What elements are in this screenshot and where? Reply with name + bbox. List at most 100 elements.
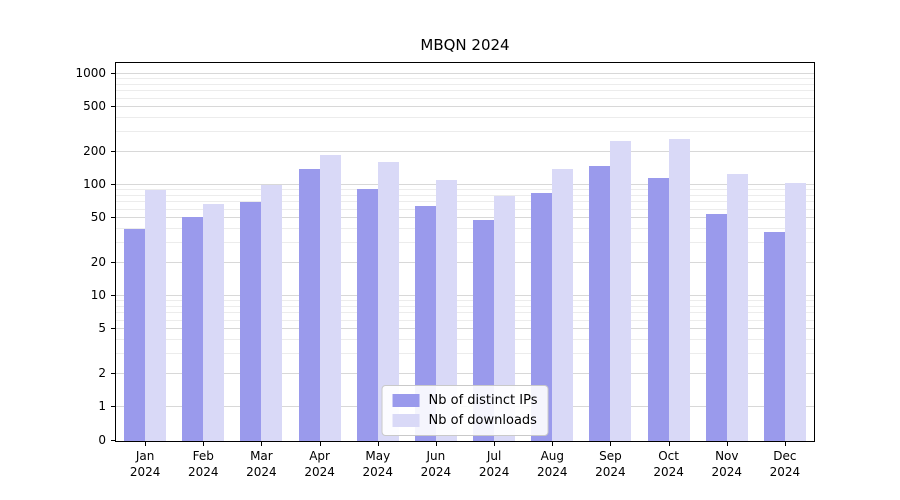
bar-downloads-jan	[145, 190, 167, 441]
major-gridline	[116, 150, 814, 152]
bar-distinct-ips-aug	[531, 192, 553, 441]
bar-distinct-ips-dec	[763, 231, 785, 441]
y-axis-tick-label: 500	[83, 99, 106, 114]
bar-downloads-mar	[261, 185, 283, 441]
y-axis-tick-mark	[111, 217, 116, 219]
x-axis-tick-mark	[494, 441, 496, 446]
y-axis-tick-mark	[111, 106, 116, 108]
x-axis-tick-label: Mar 2024	[246, 449, 277, 480]
legend-item: Nb of downloads	[392, 413, 538, 428]
minor-gridline	[116, 117, 814, 119]
chart-title: MBQN 2024	[420, 36, 510, 54]
x-axis-tick-label: Jul 2024	[478, 449, 510, 480]
major-gridline	[116, 106, 814, 108]
minor-gridline	[116, 97, 814, 99]
minor-gridline	[116, 312, 814, 314]
x-axis-tick-mark	[726, 441, 728, 446]
minor-gridline	[116, 339, 814, 341]
x-axis-tick-mark	[610, 441, 612, 446]
bar-downloads-may	[377, 162, 399, 441]
bar-downloads-feb	[203, 203, 225, 441]
major-gridline	[116, 73, 814, 74]
y-axis-tick-label: 2	[98, 365, 106, 380]
minor-gridline	[116, 208, 814, 210]
x-axis-tick-label: Apr 2024	[304, 449, 335, 480]
bar-distinct-ips-sep	[589, 165, 611, 441]
major-gridline	[116, 261, 814, 263]
y-axis-tick-label: 20	[90, 254, 106, 269]
y-axis-tick-mark	[111, 295, 116, 296]
legend-label: Nb of downloads	[428, 413, 537, 428]
x-axis-tick-mark	[377, 441, 379, 446]
bar-downloads-dec	[784, 182, 806, 441]
y-axis-tick-label: 50	[90, 210, 106, 225]
y-axis-tick-mark	[111, 261, 116, 263]
x-axis-tick-mark	[319, 441, 321, 446]
x-axis-tick-label: Oct 2024	[653, 449, 684, 480]
minor-gridline	[116, 228, 814, 230]
bar-downloads-oct	[668, 138, 690, 441]
x-axis-tick-mark	[145, 441, 147, 446]
x-axis-tick-label: Jan 2024	[129, 449, 161, 480]
x-axis-tick-label: Aug 2024	[537, 449, 568, 480]
legend-item: Nb of distinct IPs	[392, 393, 538, 408]
x-axis-tick-mark	[435, 441, 437, 446]
minor-gridline	[116, 319, 814, 321]
y-axis-tick-mark	[111, 372, 116, 374]
minor-gridline	[116, 201, 814, 203]
major-gridline	[116, 328, 814, 330]
minor-gridline	[116, 300, 814, 302]
x-axis-tick-mark	[668, 441, 670, 446]
y-axis-tick-label: 200	[83, 143, 106, 158]
minor-gridline	[116, 242, 814, 243]
legend-label: Nb of distinct IPs	[428, 393, 538, 408]
bar-downloads-sep	[610, 140, 632, 441]
y-axis-tick-label: 1	[98, 399, 106, 413]
bar-distinct-ips-jan	[124, 229, 146, 441]
x-axis-tick-label: Nov 2024	[711, 449, 743, 480]
bar-distinct-ips-mar	[240, 202, 262, 441]
x-axis-tick-mark	[784, 441, 786, 446]
minor-gridline	[116, 353, 814, 354]
bar-distinct-ips-nov	[705, 213, 727, 441]
y-axis-tick-mark	[111, 150, 116, 152]
bar-downloads-jul	[494, 195, 516, 441]
minor-gridline	[116, 194, 814, 196]
x-axis-tick-mark	[261, 441, 263, 446]
bar-distinct-ips-may	[356, 188, 378, 441]
y-axis-tick-mark	[111, 73, 116, 74]
major-gridline	[116, 295, 814, 296]
y-axis-tick-mark	[111, 328, 116, 330]
y-axis-tick-mark	[111, 184, 116, 185]
bar-downloads-jun	[435, 180, 457, 441]
x-axis-tick-label: Feb 2024	[188, 449, 219, 480]
x-axis-tick-label: May 2024	[362, 449, 394, 480]
bar-distinct-ips-oct	[647, 178, 669, 441]
minor-gridline	[116, 305, 814, 307]
major-gridline	[116, 372, 814, 374]
bar-distinct-ips-apr	[298, 168, 320, 441]
major-gridline	[116, 184, 814, 185]
legend: Nb of distinct IPs Nb of downloads	[381, 385, 549, 436]
x-axis-tick-mark	[552, 441, 554, 446]
legend-swatch	[392, 414, 420, 427]
minor-gridline	[116, 131, 814, 132]
bar-downloads-aug	[552, 168, 574, 441]
minor-gridline	[116, 83, 814, 85]
bar-distinct-ips-jun	[414, 205, 436, 441]
minor-gridline	[116, 78, 814, 80]
legend-swatch	[392, 394, 420, 407]
minor-gridline	[116, 90, 814, 92]
y-axis-tick-label: 0	[98, 433, 106, 447]
bar-downloads-apr	[319, 155, 341, 441]
y-axis-tick-label: 1000	[75, 66, 106, 80]
major-gridline	[116, 217, 814, 219]
y-axis-tick-label: 100	[83, 177, 106, 191]
bar-distinct-ips-feb	[182, 216, 204, 441]
bar-downloads-nov	[726, 174, 748, 441]
x-axis-tick-mark	[203, 441, 205, 446]
minor-gridline	[116, 189, 814, 191]
y-axis-tick-label: 5	[98, 321, 106, 336]
y-axis-tick-mark	[111, 406, 116, 407]
